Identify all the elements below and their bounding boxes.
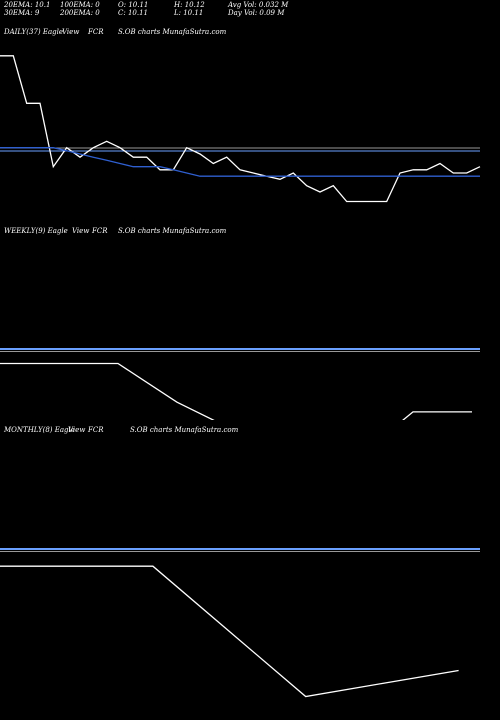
daily-label-view: View (62, 28, 80, 36)
close-price: C: 10.11 (118, 9, 148, 17)
weekly-label-source: S.OB charts MunafaSutra.com (118, 227, 227, 235)
monthly-label-symbol: FCR (88, 426, 104, 434)
price-line (0, 55, 481, 203)
low-price: L: 10.11 (174, 9, 204, 17)
daily-label-symbol: FCR (88, 28, 104, 36)
monthly-price-chart (0, 548, 480, 698)
weekly-label-view: View (72, 227, 90, 235)
ema200-value: 200EMA: 0 (60, 9, 100, 17)
day-volume: Day Vol: 0.09 M (228, 9, 285, 17)
open-price: O: 10.11 (118, 1, 149, 9)
ema30-value: 30EMA: 9 (4, 9, 40, 17)
high-price: H: 10.12 (174, 1, 205, 9)
ema100-value: 100EMA: 0 (60, 1, 100, 9)
monthly-label-source: S.OB charts MunafaSutra.com (130, 426, 239, 434)
weekly-price-chart (0, 348, 480, 420)
ema20-value: 20EMA: 10.1 (4, 1, 51, 9)
monthly-label-period: MONTHLY(8) Eagle (4, 426, 75, 434)
monthly-label-view: View (68, 426, 86, 434)
weekly-label-period: WEEKLY(9) Eagle (4, 227, 68, 235)
avg-volume: Avg Vol: 0.032 M (228, 1, 289, 9)
price-line (0, 362, 472, 420)
daily-price-chart (0, 55, 481, 203)
daily-label-period: DAILY(37) Eagle (4, 28, 63, 36)
price-line (0, 565, 459, 698)
ema-line (0, 147, 480, 177)
weekly-label-symbol: FCR (92, 227, 108, 235)
daily-label-source: S.OB charts MunafaSutra.com (118, 28, 227, 36)
